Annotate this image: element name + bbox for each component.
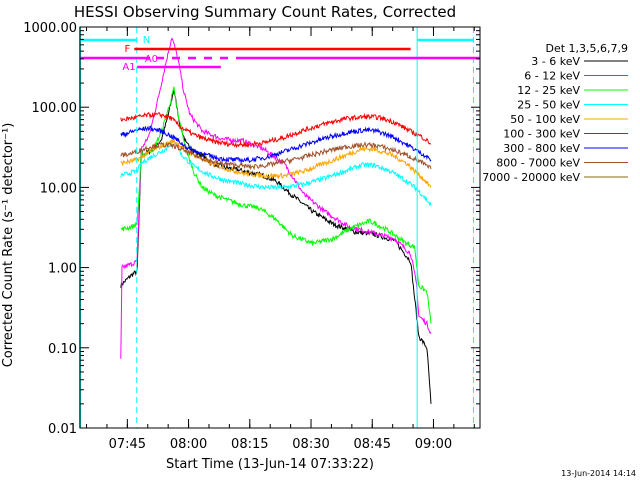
series-line-0 bbox=[120, 90, 432, 404]
y-axis-label: Corrected Count Rate (s⁻¹ detector⁻¹) bbox=[1, 123, 16, 368]
legend-label-0: 3 - 6 keV bbox=[531, 55, 580, 68]
series-line-2 bbox=[120, 86, 432, 324]
legend-label-8: 7000 - 20000 keV bbox=[482, 171, 580, 184]
x-tick-label-2: 08:15 bbox=[231, 437, 268, 452]
chart-title: HESSI Observing Summary Count Rates, Cor… bbox=[74, 3, 456, 21]
y-tick-label-0: 1000.00 bbox=[23, 21, 77, 36]
series-line-5 bbox=[120, 111, 432, 149]
series-line-1 bbox=[120, 37, 432, 359]
legend-label-7: 800 - 7000 keV bbox=[496, 157, 580, 170]
y-tick-label-1: 100.00 bbox=[32, 101, 78, 116]
x-tick-label-1: 08:00 bbox=[170, 437, 207, 452]
x-tick-label-5: 09:00 bbox=[415, 437, 452, 452]
legend-label-4: 50 - 100 keV bbox=[510, 113, 580, 126]
series-line-4 bbox=[120, 137, 432, 188]
y-tick-label-5: 0.01 bbox=[48, 422, 77, 437]
flag-label-a0: A0 bbox=[145, 54, 158, 65]
plot-area bbox=[120, 37, 432, 404]
plot-frame bbox=[79, 26, 481, 429]
x-tick-label-4: 08:45 bbox=[354, 437, 391, 452]
series-line-6 bbox=[120, 125, 432, 165]
legend-title: Det 1,3,5,6,7,9 bbox=[545, 42, 628, 55]
legend-label-2: 12 - 25 keV bbox=[517, 84, 580, 97]
series-line-3 bbox=[120, 138, 432, 207]
flag-label-a1: A1 bbox=[122, 62, 135, 73]
legend-label-3: 25 - 50 keV bbox=[517, 99, 580, 112]
observing-flags: F N A1 A0 bbox=[79, 27, 480, 428]
flag-label-n: N bbox=[143, 35, 150, 46]
series-line-7 bbox=[120, 141, 432, 171]
x-tick-label-3: 08:30 bbox=[292, 437, 329, 452]
axes: 1000.00 100.00 10.00 1.00 0.10 0.01 07:45 08:00… bbox=[23, 21, 481, 452]
flag-label-f: F bbox=[124, 44, 130, 55]
y-tick-label-2: 10.00 bbox=[40, 181, 77, 196]
y-tick-label-4: 0.10 bbox=[48, 342, 77, 357]
x-tick-label-0: 07:45 bbox=[109, 437, 146, 452]
legend-label-5: 100 - 300 keV bbox=[503, 128, 580, 141]
legend-label-6: 300 - 800 keV bbox=[503, 142, 580, 155]
x-axis-label: Start Time (13-Jun-14 07:33:22) bbox=[166, 457, 374, 472]
footer-timestamp: 13-Jun-2014 14:14 bbox=[561, 469, 636, 478]
legend-label-1: 6 - 12 keV bbox=[524, 70, 580, 83]
y-tick-label-3: 1.00 bbox=[48, 262, 77, 277]
